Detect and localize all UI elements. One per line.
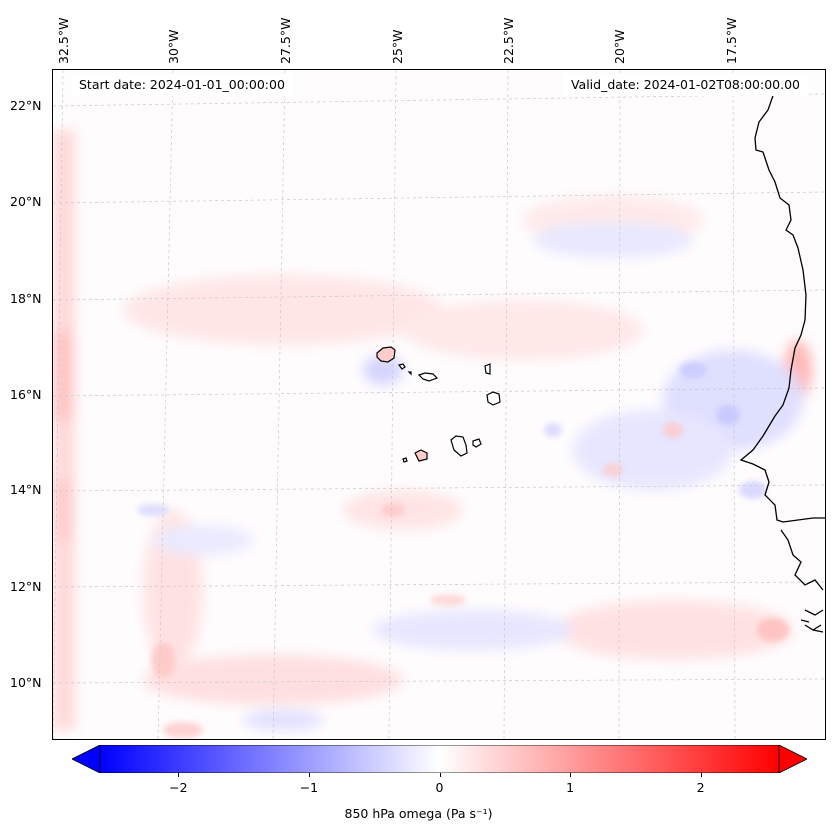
lat-label-18n: 18°N: [10, 291, 42, 306]
colorbar-extend-high: [778, 745, 807, 773]
lon-label-17-5w: 17.5°W: [724, 17, 739, 64]
colorbar-extend-low: [72, 745, 101, 773]
omega-field-map: [53, 70, 825, 739]
colorbar-tick-label: 2: [696, 780, 705, 795]
cape-verde-islands: [376, 346, 501, 463]
africa-coastline: [739, 89, 825, 633]
omega-field-detail: [137, 362, 789, 738]
lat-label-16n: 16°N: [10, 387, 42, 402]
colorbar-tick-label: 1: [566, 780, 575, 795]
colorbar-tick-mark: [700, 773, 702, 777]
valid-date-label: Valid_date: 2024-01-02T08:00:00.00: [562, 74, 808, 96]
omega-field-shading: [53, 130, 812, 730]
colorbar-tick-mark: [439, 773, 441, 777]
colorbar: [72, 745, 807, 773]
colorbar-tick-mark: [178, 773, 180, 777]
lat-label-20n: 20°N: [10, 194, 42, 209]
start-date-label: Start date: 2024-01-01_00:00:00: [71, 74, 293, 96]
lon-label-32-5w: 32.5°W: [56, 17, 71, 64]
lon-label-20w: 20°W: [612, 29, 627, 64]
colorbar-tick-mark: [308, 773, 310, 777]
lat-label-14n: 14°N: [10, 482, 42, 497]
map-panel: [52, 69, 826, 740]
colorbar-tick-mark: [570, 773, 572, 777]
lon-label-25w: 25°W: [390, 29, 405, 64]
lon-label-30w: 30°W: [166, 29, 181, 64]
colorbar-tick-label: −1: [299, 780, 319, 795]
lat-label-12n: 12°N: [10, 579, 42, 594]
lat-label-22n: 22°N: [10, 98, 42, 113]
lat-label-10n: 10°N: [10, 675, 42, 690]
colorbar-gradient: [99, 745, 780, 773]
lon-label-22-5w: 22.5°W: [501, 17, 516, 64]
colorbar-tick-label: 0: [435, 780, 444, 795]
lon-label-27-5w: 27.5°W: [278, 17, 293, 64]
graticule: [53, 70, 825, 739]
colorbar-label: 850 hPa omega (Pa s⁻¹): [344, 806, 493, 821]
colorbar-tick-label: −2: [169, 780, 188, 795]
